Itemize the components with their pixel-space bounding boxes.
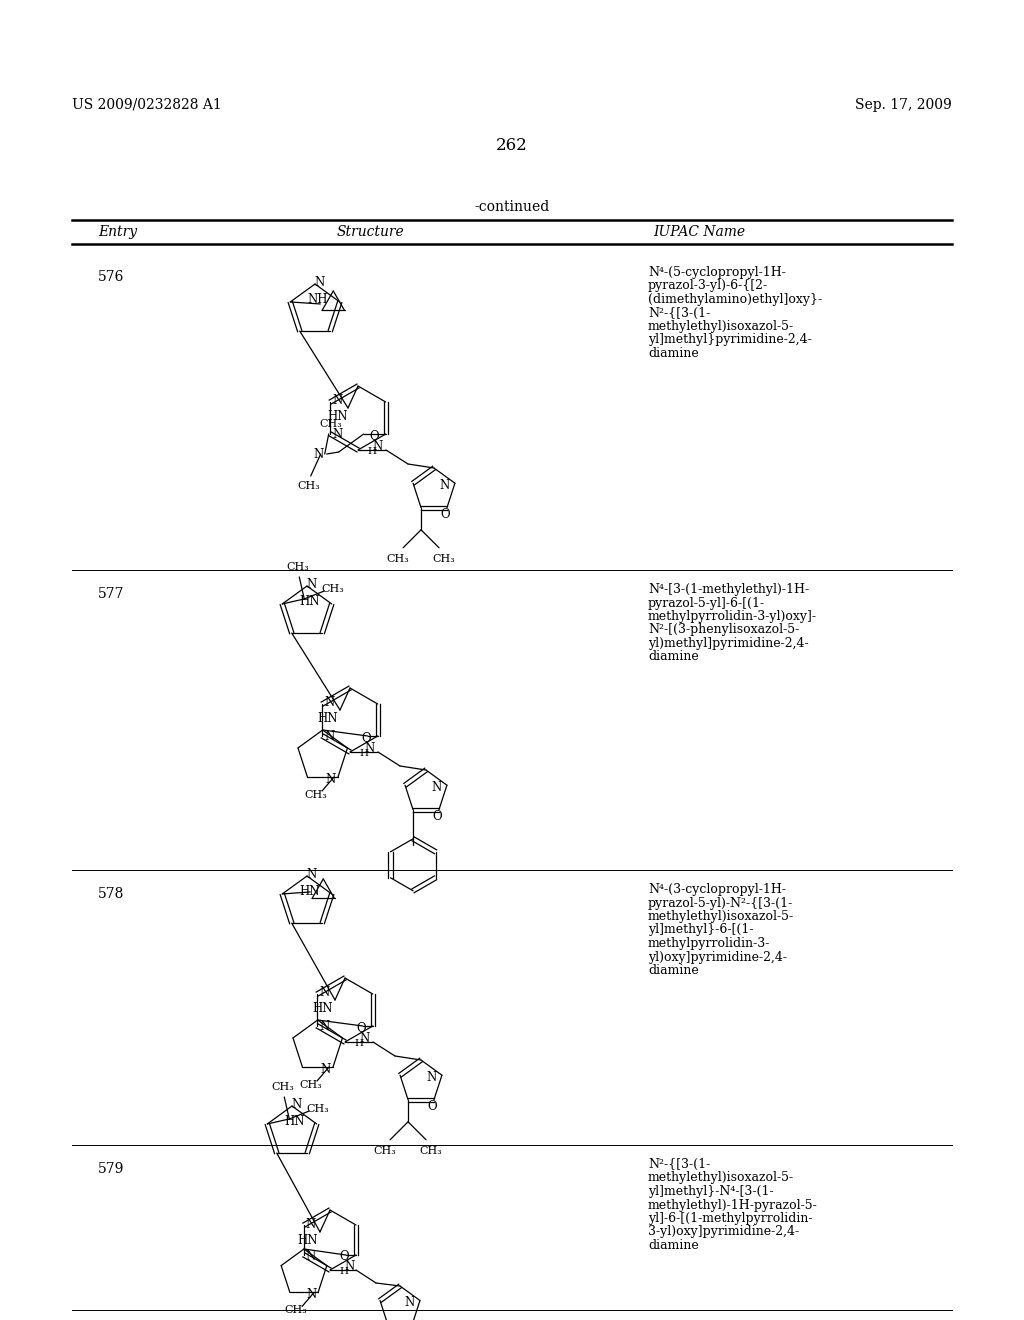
Text: N⁴-[3-(1-methylethyl)-1H-: N⁴-[3-(1-methylethyl)-1H- [648,583,809,597]
Text: N²-{[3-(1-: N²-{[3-(1- [648,306,711,319]
Text: 578: 578 [98,887,124,902]
Text: methylpyrrolidin-3-yl)oxy]-: methylpyrrolidin-3-yl)oxy]- [648,610,817,623]
Text: Entry: Entry [98,224,137,239]
Text: N: N [321,1063,331,1076]
Text: 3-yl)oxy]pyrimidine-2,4-: 3-yl)oxy]pyrimidine-2,4- [648,1225,799,1238]
Text: O: O [440,508,450,521]
Text: CH₃: CH₃ [285,1305,307,1316]
Text: -continued: -continued [474,201,550,214]
Text: CH₃: CH₃ [321,583,344,594]
Text: H: H [340,1267,348,1276]
Text: N⁴-(3-cyclopropyl-1H-: N⁴-(3-cyclopropyl-1H- [648,883,786,896]
Text: N²-[(3-phenylisoxazol-5-: N²-[(3-phenylisoxazol-5- [648,623,800,636]
Text: N: N [306,1288,316,1302]
Text: N²-{[3-(1-: N²-{[3-(1- [648,1158,711,1171]
Text: N: N [345,1261,355,1274]
Text: CH₃: CH₃ [306,1104,329,1114]
Text: yl]-6-[(1-methylpyrrolidin-: yl]-6-[(1-methylpyrrolidin- [648,1212,812,1225]
Text: pyrazol-3-yl)-6-{[2-: pyrazol-3-yl)-6-{[2- [648,280,768,293]
Text: methylethyl)isoxazol-5-: methylethyl)isoxazol-5- [648,1172,795,1184]
Text: N: N [325,730,335,743]
Text: O: O [427,1101,437,1113]
Text: pyrazol-5-yl]-6-[(1-: pyrazol-5-yl]-6-[(1- [648,597,765,610]
Text: yl]methyl}-N⁴-[3-(1-: yl]methyl}-N⁴-[3-(1- [648,1185,773,1199]
Text: N: N [307,578,317,590]
Text: CH₃: CH₃ [304,791,328,800]
Text: US 2009/0232828 A1: US 2009/0232828 A1 [72,98,222,112]
Text: Structure: Structure [336,224,403,239]
Text: N: N [332,429,342,441]
Text: diamine: diamine [648,347,698,360]
Text: H: H [359,750,369,759]
Text: HN: HN [299,595,319,609]
Text: NH: NH [307,293,328,306]
Text: 262: 262 [496,136,528,153]
Text: CH₃: CH₃ [286,562,308,572]
Text: N: N [313,447,324,461]
Text: O: O [432,810,441,824]
Text: H: H [354,1040,364,1048]
Text: pyrazol-5-yl)-N²-{[3-(1-: pyrazol-5-yl)-N²-{[3-(1- [648,896,794,909]
Text: O: O [360,731,371,744]
Text: yl]methyl}-6-[(1-: yl]methyl}-6-[(1- [648,924,754,936]
Text: CH₃: CH₃ [387,554,410,564]
Text: N: N [404,1296,415,1309]
Text: methylethyl)-1H-pyrazol-5-: methylethyl)-1H-pyrazol-5- [648,1199,818,1212]
Text: H: H [368,447,377,457]
Text: yl]methyl}pyrimidine-2,4-: yl]methyl}pyrimidine-2,4- [648,334,812,346]
Text: O: O [339,1250,349,1263]
Text: N: N [306,1250,316,1262]
Text: HN: HN [298,1233,318,1246]
Text: N: N [319,986,330,999]
Text: HN: HN [299,886,319,899]
Text: CH₃: CH₃ [420,1146,442,1156]
Text: diamine: diamine [648,651,698,664]
Text: N: N [427,1071,437,1084]
Text: CH₃: CH₃ [319,418,342,429]
Text: N: N [439,479,451,492]
Text: methylpyrrolidin-3-: methylpyrrolidin-3- [648,937,770,950]
Text: N: N [292,1097,302,1110]
Text: yl)oxy]pyrimidine-2,4-: yl)oxy]pyrimidine-2,4- [648,950,787,964]
Text: N: N [306,1217,316,1230]
Text: CH₃: CH₃ [374,1146,396,1156]
Text: CH₃: CH₃ [297,480,321,491]
Text: CH₃: CH₃ [300,1080,323,1090]
Text: N: N [332,395,342,408]
Text: IUPAC Name: IUPAC Name [653,224,745,239]
Text: N: N [373,441,383,454]
Text: N: N [314,276,326,289]
Text: N⁴-(5-cyclopropyl-1H-: N⁴-(5-cyclopropyl-1H- [648,267,785,279]
Text: N: N [365,742,375,755]
Text: methylethyl)isoxazol-5-: methylethyl)isoxazol-5- [648,319,795,333]
Text: Sep. 17, 2009: Sep. 17, 2009 [855,98,952,112]
Text: O: O [356,1022,366,1035]
Text: CH₃: CH₃ [271,1082,294,1092]
Text: HN: HN [312,1002,333,1015]
Text: yl)methyl]pyrimidine-2,4-: yl)methyl]pyrimidine-2,4- [648,638,809,649]
Text: N: N [326,772,336,785]
Text: methylethyl)isoxazol-5-: methylethyl)isoxazol-5- [648,909,795,923]
Text: N: N [325,697,335,710]
Text: N: N [359,1032,370,1045]
Text: N: N [307,867,317,880]
Text: diamine: diamine [648,1239,698,1251]
Text: 577: 577 [98,587,125,601]
Text: HN: HN [317,711,338,725]
Text: HN: HN [285,1115,305,1129]
Text: N: N [319,1020,330,1034]
Text: (dimethylamino)ethyl]oxy}-: (dimethylamino)ethyl]oxy}- [648,293,822,306]
Text: O: O [369,429,379,442]
Text: 579: 579 [98,1162,124,1176]
Text: N: N [432,780,442,793]
Text: CH₃: CH₃ [433,554,456,564]
Text: diamine: diamine [648,964,698,977]
Text: 576: 576 [98,271,124,284]
Text: HN: HN [328,409,348,422]
